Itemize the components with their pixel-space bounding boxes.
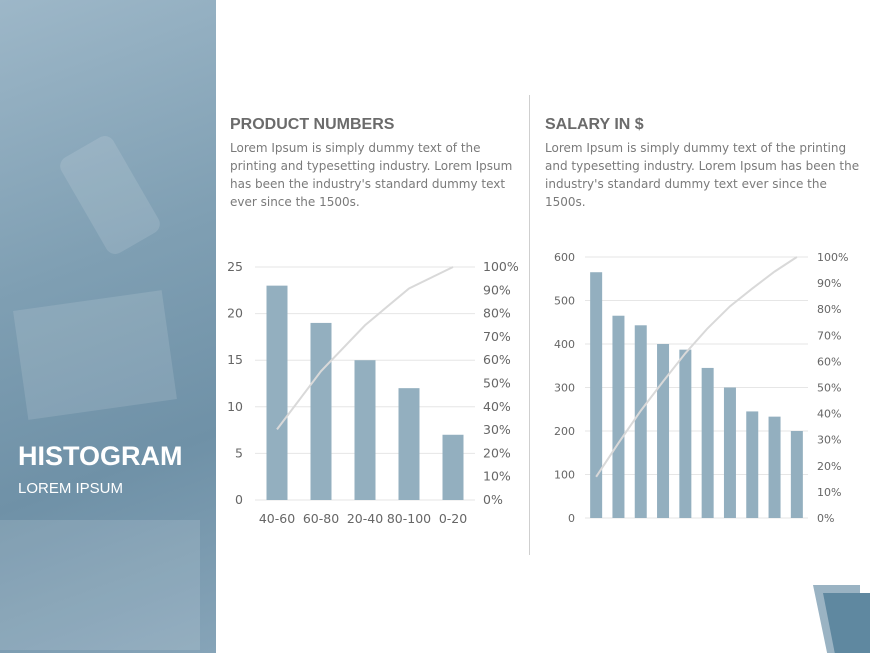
y2-tick-label: 70%: [483, 329, 511, 344]
section-description-salary: Lorem Ipsum is simply dummy text of the …: [545, 141, 860, 209]
x-tick-label: 0-20: [439, 511, 467, 526]
x-tick-label: 40-60: [259, 511, 295, 526]
hero-panel: HISTOGRAM LOREM IPSUM: [0, 0, 216, 653]
y2-tick-label: 0%: [483, 492, 503, 507]
x-tick-label: 80-100: [387, 511, 431, 526]
y2-tick-label: 100%: [817, 251, 848, 264]
y2-tick-label: 50%: [817, 382, 841, 395]
y2-tick-label: 20%: [817, 460, 841, 473]
y-tick-label: 600: [554, 251, 575, 264]
y2-tick-label: 10%: [817, 486, 841, 499]
x-tick-label: 20-40: [347, 511, 383, 526]
y-tick-label: 100: [554, 469, 575, 482]
bar: [723, 387, 736, 518]
y2-tick-label: 10%: [483, 469, 511, 484]
y-tick-label: 20: [227, 306, 243, 321]
y2-tick-label: 0%: [817, 512, 834, 525]
bar: [266, 285, 288, 500]
bar: [442, 434, 464, 500]
bar: [612, 315, 625, 518]
y2-tick-label: 40%: [483, 399, 511, 414]
y-tick-label: 300: [554, 382, 575, 395]
hero-subtitle: LOREM IPSUM: [18, 480, 124, 497]
y2-tick-label: 80%: [483, 306, 511, 321]
y-tick-label: 500: [554, 295, 575, 308]
cumulative-line: [276, 266, 454, 431]
bar: [354, 360, 376, 500]
divider: [529, 95, 530, 555]
y-tick-label: 10: [227, 399, 243, 414]
section-title-salary: SALARY IN $: [545, 116, 644, 133]
y2-tick-label: 30%: [483, 422, 511, 437]
y2-tick-label: 60%: [817, 355, 841, 368]
section-title-product: PRODUCT NUMBERS: [230, 116, 395, 133]
y2-tick-label: 90%: [817, 277, 841, 290]
y-tick-label: 0: [235, 492, 243, 507]
y2-tick-label: 80%: [817, 303, 841, 316]
bar: [634, 325, 647, 518]
y2-tick-label: 70%: [817, 329, 841, 342]
y2-tick-label: 60%: [483, 352, 511, 367]
y-tick-label: 400: [554, 338, 575, 351]
cumulative-line: [595, 256, 798, 478]
y-tick-label: 25: [227, 259, 243, 274]
bar: [701, 367, 714, 518]
section-description-product: Lorem Ipsum is simply dummy text of the …: [230, 141, 513, 209]
bar: [590, 272, 603, 518]
bar: [790, 431, 803, 518]
y-tick-label: 200: [554, 425, 575, 438]
bar: [768, 416, 781, 518]
bar: [310, 322, 332, 500]
y-tick-label: 15: [227, 352, 243, 367]
y-tick-label: 0: [568, 512, 575, 525]
y2-tick-label: 100%: [483, 259, 519, 274]
hero-title: HISTOGRAM: [18, 441, 183, 471]
bar: [746, 411, 759, 518]
bar: [679, 349, 692, 518]
bar: [657, 344, 670, 518]
y2-tick-label: 50%: [483, 376, 511, 391]
background-photo-shape: [0, 520, 200, 650]
y2-tick-label: 90%: [483, 282, 511, 297]
y-tick-label: 5: [235, 445, 243, 460]
y2-tick-label: 20%: [483, 445, 511, 460]
y2-tick-label: 30%: [817, 434, 841, 447]
x-tick-label: 60-80: [303, 511, 339, 526]
y2-tick-label: 40%: [817, 408, 841, 421]
bar: [398, 388, 420, 500]
